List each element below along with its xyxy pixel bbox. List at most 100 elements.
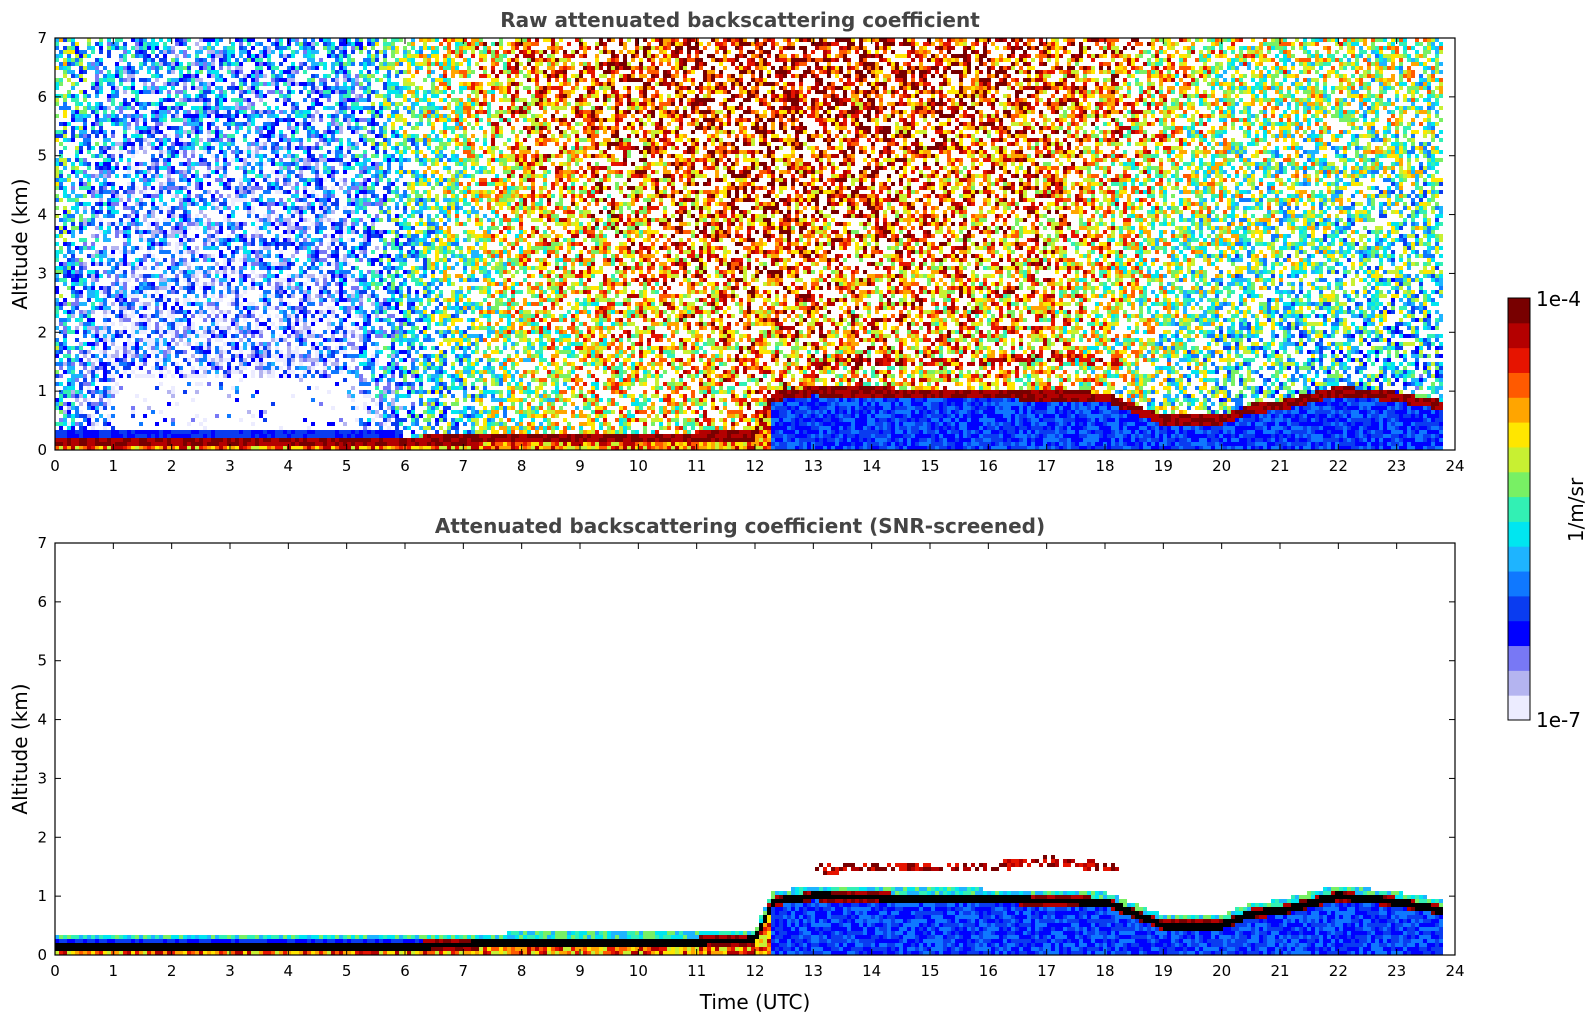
heatmap-cell xyxy=(287,350,291,354)
heatmap-cell xyxy=(95,366,99,370)
heatmap-cell xyxy=(351,110,355,114)
heatmap-cell xyxy=(151,246,155,250)
heatmap-cell xyxy=(287,146,291,150)
heatmap-cell xyxy=(211,54,215,58)
heatmap-cell xyxy=(83,202,87,206)
heatmap-cell xyxy=(163,190,167,194)
heatmap-cell xyxy=(323,166,327,170)
heatmap-cell xyxy=(355,286,359,290)
heatmap-cell xyxy=(235,330,239,334)
heatmap-cell xyxy=(151,202,155,206)
heatmap-cell xyxy=(327,114,331,118)
heatmap-cell xyxy=(195,390,199,394)
heatmap-cell xyxy=(171,338,175,342)
heatmap-cell xyxy=(223,58,227,62)
heatmap-cell xyxy=(103,170,107,174)
heatmap-cell xyxy=(187,202,191,206)
heatmap-cell xyxy=(183,174,187,178)
heatmap-cell xyxy=(355,406,359,410)
heatmap-cell xyxy=(219,298,223,302)
heatmap-cell xyxy=(155,302,159,306)
heatmap-cell xyxy=(147,130,151,134)
heatmap-cell xyxy=(243,202,247,206)
heatmap-cell xyxy=(131,114,135,118)
heatmap-cell xyxy=(87,382,91,386)
heatmap-cell xyxy=(131,214,135,218)
heatmap-cell xyxy=(159,150,163,154)
heatmap-cell xyxy=(367,190,371,194)
heatmap-cell xyxy=(279,262,283,266)
heatmap-cell xyxy=(167,290,171,294)
heatmap-cell xyxy=(371,118,375,122)
heatmap-cell xyxy=(359,62,363,66)
heatmap-cell xyxy=(215,442,219,446)
heatmap-cell xyxy=(95,42,99,46)
heatmap-cell xyxy=(87,106,91,110)
heatmap-cell xyxy=(319,334,323,338)
heatmap-cell xyxy=(247,86,251,90)
heatmap-cell xyxy=(67,218,71,222)
heatmap-cell xyxy=(371,226,375,230)
heatmap-cell xyxy=(243,266,247,270)
heatmap-cell xyxy=(103,298,107,302)
heatmap-cell xyxy=(371,190,375,194)
heatmap-cell xyxy=(67,386,71,390)
heatmap-cell xyxy=(127,306,131,310)
heatmap-cell xyxy=(235,294,239,298)
heatmap-cell xyxy=(303,234,307,238)
heatmap-cell xyxy=(83,218,87,222)
heatmap-cell xyxy=(303,262,307,266)
heatmap-cell xyxy=(259,130,263,134)
heatmap-cell xyxy=(347,118,351,122)
heatmap-cell xyxy=(359,218,363,222)
heatmap-cell xyxy=(287,434,291,438)
heatmap-cell xyxy=(203,254,207,258)
heatmap-cell xyxy=(199,310,203,314)
heatmap-cell xyxy=(359,326,363,330)
heatmap-cell xyxy=(191,442,195,446)
heatmap-cell xyxy=(359,294,363,298)
heatmap-cell xyxy=(95,430,99,434)
heatmap-cell xyxy=(171,186,175,190)
heatmap-cell xyxy=(363,254,367,258)
heatmap-cell xyxy=(219,210,223,214)
heatmap-cell xyxy=(151,74,155,78)
heatmap-cell xyxy=(147,274,151,278)
heatmap-cell xyxy=(167,162,171,166)
heatmap-cell xyxy=(151,238,155,242)
heatmap-cell xyxy=(363,66,367,70)
heatmap-cell xyxy=(175,138,179,142)
heatmap-cell xyxy=(339,262,343,266)
heatmap-cell xyxy=(119,74,123,78)
heatmap-cell xyxy=(147,338,151,342)
heatmap-cell xyxy=(315,294,319,298)
heatmap-cell xyxy=(247,206,251,210)
heatmap-cell xyxy=(271,306,275,310)
heatmap-cell xyxy=(91,330,95,334)
heatmap-cell xyxy=(211,286,215,290)
heatmap-cell xyxy=(59,342,63,346)
heatmap-cell xyxy=(251,90,255,94)
heatmap-cell xyxy=(119,282,123,286)
heatmap-cell xyxy=(363,438,367,442)
heatmap-cell xyxy=(63,102,67,106)
heatmap-cell xyxy=(247,286,251,290)
heatmap-cell xyxy=(111,94,115,98)
heatmap-cell xyxy=(127,302,131,306)
heatmap-cell xyxy=(199,126,203,130)
heatmap-cell xyxy=(103,106,107,110)
heatmap-cell xyxy=(239,198,243,202)
heatmap-cell xyxy=(231,230,235,234)
heatmap-cell xyxy=(163,174,167,178)
heatmap-cell xyxy=(331,190,335,194)
heatmap-cell xyxy=(95,78,99,82)
heatmap-cell xyxy=(95,142,99,146)
heatmap-cell xyxy=(59,142,63,146)
heatmap-cell xyxy=(103,354,107,358)
heatmap-cell xyxy=(119,286,123,290)
heatmap-cell xyxy=(279,294,283,298)
heatmap-cell xyxy=(95,94,99,98)
heatmap-cell xyxy=(327,166,331,170)
heatmap-cell xyxy=(291,230,295,234)
heatmap-cell xyxy=(363,402,367,406)
